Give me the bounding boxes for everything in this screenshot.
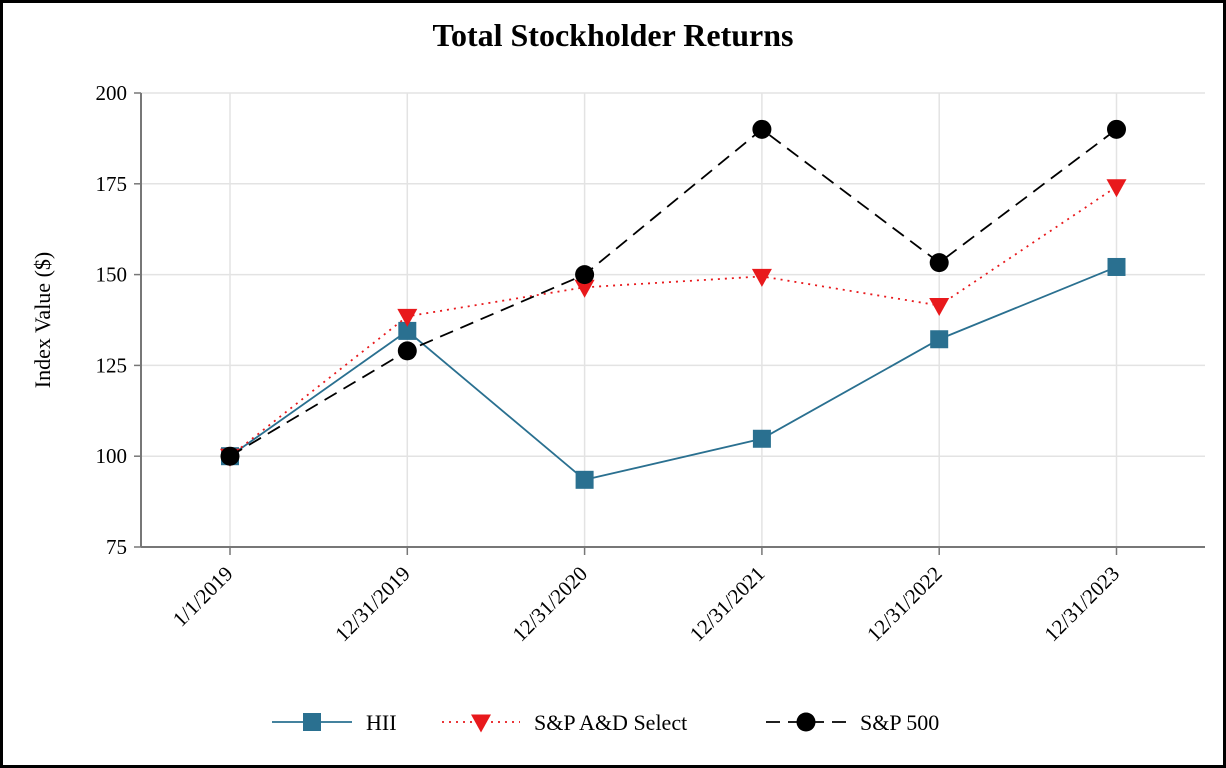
series-line-hii [229, 266, 1117, 481]
x-tick-label-5: 12/31/2023 [1039, 562, 1124, 647]
legend-label-s-p-500: S&P 500 [860, 710, 939, 735]
legend-label-s-p-a-d-select: S&P A&D Select [534, 710, 687, 735]
series-s-p-a-d-select [220, 179, 1127, 467]
point-s-p-a-d-select-3 [751, 268, 772, 287]
y-tick-label-150: 150 [96, 263, 128, 287]
point-hii-1 [398, 321, 417, 340]
point-hii-3 [752, 429, 771, 448]
point-hii-2 [575, 470, 594, 489]
series-hii [221, 257, 1126, 489]
legend-marker-s-p-a-d-select [471, 714, 491, 733]
series-line-s-p-500 [229, 128, 1118, 457]
point-s-p-a-d-select-5 [1106, 179, 1127, 198]
x-tick-label-0: 1/1/2019 [168, 562, 238, 632]
chart-title: Total Stockholder Returns [433, 17, 794, 53]
x-tick-label-3: 12/31/2021 [685, 562, 770, 647]
legend-item-s-p-500: S&P 500 [766, 710, 939, 735]
y-tick-label-100: 100 [96, 444, 128, 468]
series-s-p-500 [220, 119, 1126, 466]
legend-marker-s-p-500 [796, 712, 816, 732]
y-axis-label: Index Value ($) [30, 252, 55, 388]
axes [134, 92, 1205, 555]
point-s-p-a-d-select-1 [397, 308, 418, 327]
x-tick-label-4: 12/31/2022 [862, 562, 947, 647]
point-s-p-a-d-select-4 [929, 297, 950, 316]
series-line-s-p-a-d-select [229, 185, 1118, 457]
point-hii-5 [1107, 257, 1126, 276]
legend-marker-hii [303, 713, 321, 731]
point-hii-4 [930, 330, 949, 349]
point-s-p-500-0 [220, 446, 240, 466]
point-s-p-a-d-select-2 [574, 279, 595, 298]
x-tick-labels: 1/1/2019 12/31/2019 12/31/2020 12/31/2021 12… [168, 562, 1124, 647]
y-tick-label-200: 200 [96, 81, 128, 105]
legend-label-hii: HII [366, 710, 397, 735]
legend-item-hii: HII [272, 710, 397, 735]
point-s-p-500-1 [397, 341, 417, 361]
point-s-p-500-3 [752, 119, 772, 139]
series-group [220, 119, 1127, 489]
y-tick-label-175: 175 [96, 172, 128, 196]
x-tick-label-1: 12/31/2019 [330, 562, 415, 647]
legend-item-s-p-a-d-select: S&P A&D Select [442, 710, 687, 735]
y-tick-label-125: 125 [96, 353, 128, 377]
point-s-p-500-2 [575, 265, 595, 285]
y-tick-labels: 75 100 125 150 175 200 [96, 81, 128, 559]
gridlines [141, 92, 1205, 547]
legend: HII S&P A&D Select S&P 500 [272, 710, 939, 735]
point-s-p-500-5 [1107, 119, 1126, 139]
point-s-p-500-4 [929, 253, 949, 273]
x-tick-label-2: 12/31/2020 [508, 562, 593, 647]
y-tick-label-75: 75 [106, 535, 127, 559]
